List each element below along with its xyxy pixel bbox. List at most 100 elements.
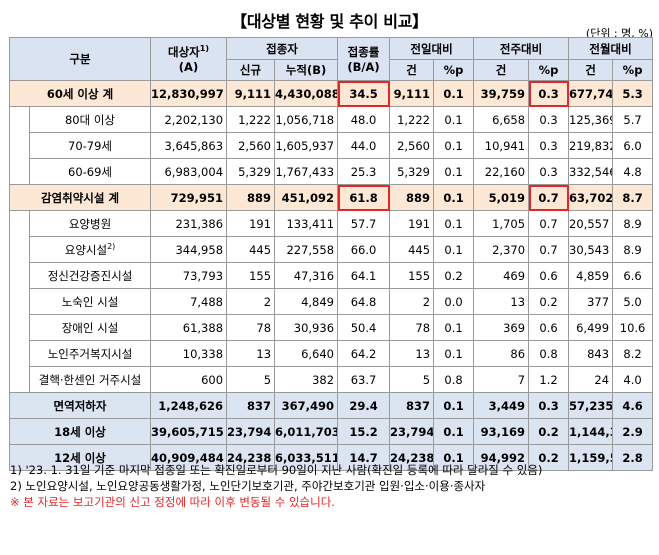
new-cell: 2,560 <box>226 132 276 159</box>
new-cell: 445 <box>226 236 276 263</box>
indent-cell <box>9 236 30 263</box>
row-label: 요양병원 <box>28 210 152 237</box>
prev-month-pp: 5.3 <box>612 80 654 107</box>
page-title: 【대상별 현황 및 추이 비교】 <box>231 12 428 31</box>
rate-cell: 61.8 <box>337 184 391 211</box>
table-row: 정신건강증진시설 73,793 155 47,316 64.1 155 0.2 469 0.6 4… <box>9 262 654 289</box>
row-label: 요양시설2) <box>28 236 152 263</box>
cumulative-cell: 227,558 <box>274 236 339 263</box>
header-count: 건 <box>389 59 435 81</box>
row-label: 60세 이상 계 <box>8 80 152 107</box>
new-cell: 9,111 <box>226 80 276 107</box>
rate-cell: 64.2 <box>337 340 391 367</box>
prev-week-count: 5,019 <box>473 184 530 211</box>
indent-cell <box>9 366 30 393</box>
cumulative-cell: 1,605,937 <box>274 132 339 159</box>
cumulative-cell: 4,430,088 <box>274 80 339 107</box>
prev-week-pp: 0.8 <box>528 340 570 367</box>
target-cell: 344,958 <box>150 236 228 263</box>
target-cell: 7,488 <box>150 288 228 315</box>
prev-week-pp: 0.3 <box>528 80 570 107</box>
prev-day-pp: 0.0 <box>433 288 475 315</box>
rate-cell: 48.0 <box>337 106 391 133</box>
header-prev-week: 전주대비 <box>473 37 570 60</box>
prev-month-pp: 5.0 <box>612 288 654 315</box>
cumulative-cell: 133,411 <box>274 210 339 237</box>
cumulative-cell: 30,936 <box>274 314 339 341</box>
prev-day-pp: 0.1 <box>433 392 475 419</box>
prev-day-pp: 0.1 <box>433 80 475 107</box>
indent-cell <box>9 106 30 133</box>
header-new: 신규 <box>226 59 276 81</box>
prev-week-pp: 0.3 <box>528 132 570 159</box>
prev-day-count: 9,111 <box>389 80 435 107</box>
row-label: 감염취약시설 계 <box>8 184 152 211</box>
indent-cell <box>9 340 30 367</box>
table-row: 면역저하자 1,248,626 837 367,490 29.4 837 0.1 3,449 0… <box>8 392 654 419</box>
rate-cell: 57.7 <box>337 210 391 237</box>
prev-month-count: 20,557 <box>568 210 614 237</box>
prev-week-pp: 0.2 <box>528 288 570 315</box>
table-row: 80대 이상 2,202,130 1,222 1,056,718 48.0 1,222 0.… <box>9 106 654 133</box>
rate-cell: 15.2 <box>337 418 391 445</box>
target-cell: 1,248,626 <box>150 392 228 419</box>
prev-month-count: 63,702 <box>568 184 614 211</box>
new-cell: 13 <box>226 340 276 367</box>
new-cell: 2 <box>226 288 276 315</box>
prev-month-pp: 4.0 <box>612 366 654 393</box>
new-cell: 78 <box>226 314 276 341</box>
header-count: 건 <box>473 59 530 81</box>
cumulative-cell: 6,640 <box>274 340 339 367</box>
table-row: 18세 이상 39,605,715 23,794 6,011,703 15.2 23,79… <box>8 418 654 445</box>
prev-month-pp: 5.7 <box>612 106 654 133</box>
prev-month-pp: 8.9 <box>612 210 654 237</box>
rate-cell: 29.4 <box>337 392 391 419</box>
new-cell: 837 <box>226 392 276 419</box>
header-count: 건 <box>568 59 614 81</box>
footnote-2: 2) 노인요양시설, 노인요양공동생활가정, 노인단기보호기관, 주야간보호기관… <box>10 479 486 493</box>
prev-day-pp: 0.1 <box>433 314 475 341</box>
cumulative-cell: 6,011,703 <box>274 418 339 445</box>
prev-day-count: 191 <box>389 210 435 237</box>
row-label: 12세 이상 <box>8 444 152 471</box>
prev-week-pp: 0.3 <box>528 158 570 185</box>
prev-day-pp: 0.2 <box>433 262 475 289</box>
target-cell: 231,386 <box>150 210 228 237</box>
prev-day-count: 155 <box>389 262 435 289</box>
prev-day-pp: 0.8 <box>433 366 475 393</box>
new-cell: 5,329 <box>226 158 276 185</box>
prev-month-count: 332,546 <box>568 158 614 185</box>
cumulative-cell: 382 <box>274 366 339 393</box>
prev-day-pp: 0.1 <box>433 184 475 211</box>
prev-day-pp: 0.1 <box>433 444 475 471</box>
header-vaccinated: 접종자 <box>226 37 339 60</box>
prev-week-pp: 0.6 <box>528 262 570 289</box>
prev-month-pp: 8.7 <box>612 184 654 211</box>
prev-month-pp: 2.8 <box>612 444 654 471</box>
header-pp: %p <box>528 59 570 81</box>
table-row: 12세 이상 40,909,484 24,238 6,033,511 14.7 24,23… <box>8 444 654 471</box>
prev-month-count: 24 <box>568 366 614 393</box>
prev-month-pp: 2.9 <box>612 418 654 445</box>
row-label: 18세 이상 <box>8 418 152 445</box>
row-label: 장애인 시설 <box>28 314 152 341</box>
prev-week-count: 7 <box>473 366 530 393</box>
prev-month-count: 30,543 <box>568 236 614 263</box>
prev-month-count: 1,144,349 <box>568 418 614 445</box>
new-cell: 889 <box>226 184 276 211</box>
prev-week-count: 13 <box>473 288 530 315</box>
prev-day-count: 13 <box>389 340 435 367</box>
prev-week-pp: 0.3 <box>528 392 570 419</box>
new-cell: 5 <box>226 366 276 393</box>
prev-week-count: 2,370 <box>473 236 530 263</box>
header-rate: 접종률 (B/A) <box>337 37 391 81</box>
row-label: 노숙인 시설 <box>28 288 152 315</box>
prev-month-pp: 8.2 <box>612 340 654 367</box>
prev-month-count: 6,499 <box>568 314 614 341</box>
table-row: 결핵·한센인 거주시설 600 5 382 63.7 5 0.8 7 1.2 24 4.0 <box>9 366 654 393</box>
target-cell: 73,793 <box>150 262 228 289</box>
new-cell: 23,794 <box>226 418 276 445</box>
prev-week-count: 1,705 <box>473 210 530 237</box>
prev-month-pp: 4.8 <box>612 158 654 185</box>
rate-cell: 64.8 <box>337 288 391 315</box>
